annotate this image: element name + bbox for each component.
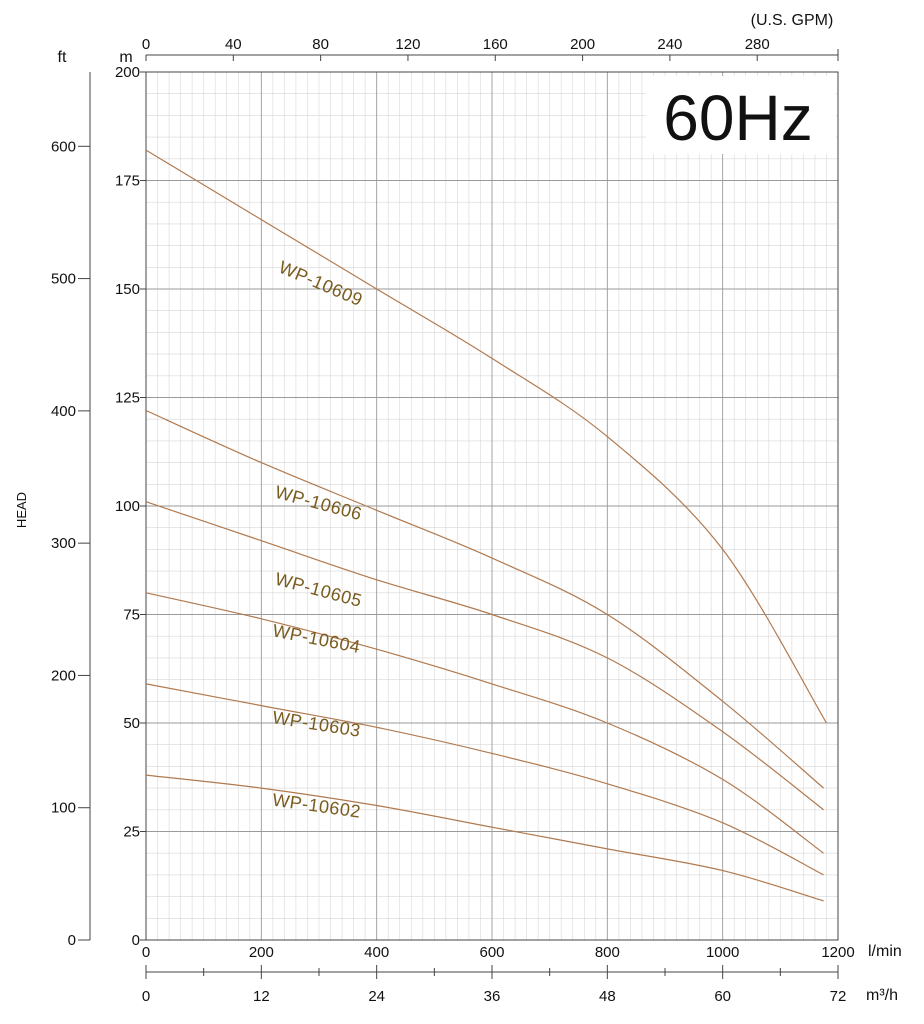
gpm-unit-label: (U.S. GPM): [751, 12, 834, 29]
x-lmin-tick-label: 600: [479, 944, 504, 961]
y-ft-tick-label: 600: [51, 138, 76, 155]
frequency-annotation: 60Hz: [663, 82, 812, 154]
y-ft-tick-label: 500: [51, 271, 76, 288]
y-m-tick-label: 175: [115, 173, 140, 190]
x-gpm-tick-label: 0: [142, 36, 150, 53]
curves: [145, 149, 828, 902]
series-curve-wp-10603: [145, 683, 824, 876]
x-gpm-tick-label: 40: [225, 36, 242, 53]
x-gpm-tick-label: 80: [312, 36, 329, 53]
y-m-tick-label: 75: [123, 607, 140, 624]
series-curve-wp-10604: [145, 592, 824, 854]
series-curve-wp-10602: [145, 774, 824, 902]
series-label-wp-10602: WP-10602: [271, 790, 362, 822]
y-m-tick-label: 50: [123, 715, 140, 732]
series-label-wp-10605: WP-10605: [273, 569, 364, 611]
x-m3h-tick-label: 24: [368, 988, 385, 1005]
series-labels: WP-10609WP-10606WP-10605WP-10604WP-10603…: [271, 257, 366, 822]
series-curve-wp-10606: [145, 409, 824, 789]
y-ft-tick-label: 400: [51, 403, 76, 420]
x-lmin-tick-label: 200: [249, 944, 274, 961]
x-m3h-tick-label: 36: [484, 988, 501, 1005]
x-m3h-tick-label: 72: [830, 988, 847, 1005]
x-gpm-tick-label: 280: [745, 36, 770, 53]
series-curve-wp-10609: [145, 149, 828, 724]
y-m-tick-label: 150: [115, 281, 140, 298]
x-lmin-tick-label: 1000: [706, 944, 739, 961]
grid: [146, 72, 838, 940]
y-m-tick-label: 125: [115, 390, 140, 407]
y-m-tick-label: 200: [115, 64, 140, 81]
y-ft-tick-label: 200: [51, 667, 76, 684]
ft-unit-label: ft: [58, 49, 67, 66]
x-lmin-tick-label: 800: [595, 944, 620, 961]
x-m3h-tick-label: 48: [599, 988, 616, 1005]
y-axis-label: HEAD: [14, 492, 29, 528]
series-label-wp-10603: WP-10603: [271, 707, 362, 741]
series-label-wp-10609: WP-10609: [276, 257, 366, 310]
x-lmin-tick-label: 1200: [821, 944, 854, 961]
m3h-unit-label: m³/h: [866, 987, 898, 1004]
x-lmin-tick-label: 0: [142, 944, 150, 961]
x-m3h-tick-label: 0: [142, 988, 150, 1005]
m-unit-label: m: [119, 49, 132, 66]
x-m3h-tick-label: 60: [714, 988, 731, 1005]
lmin-unit-label: l/min: [868, 943, 902, 960]
axes: 0255075100125150175200010020030040050060…: [51, 36, 855, 1005]
series-curve-wp-10605: [145, 501, 824, 811]
x-lmin-tick-label: 400: [364, 944, 389, 961]
series-label-wp-10606: WP-10606: [273, 482, 364, 524]
annotation-box: [646, 76, 836, 154]
y-m-tick-label: 0: [132, 932, 140, 949]
y-ft-tick-label: 100: [51, 800, 76, 817]
y-ft-tick-label: 0: [68, 932, 76, 949]
x-gpm-tick-label: 200: [570, 36, 595, 53]
x-gpm-tick-label: 160: [483, 36, 508, 53]
x-m3h-tick-label: 12: [253, 988, 270, 1005]
x-gpm-tick-label: 240: [657, 36, 682, 53]
x-gpm-tick-label: 120: [395, 36, 420, 53]
y-m-tick-label: 25: [123, 824, 140, 841]
y-m-tick-label: 100: [115, 498, 140, 515]
y-ft-tick-label: 300: [51, 535, 76, 552]
